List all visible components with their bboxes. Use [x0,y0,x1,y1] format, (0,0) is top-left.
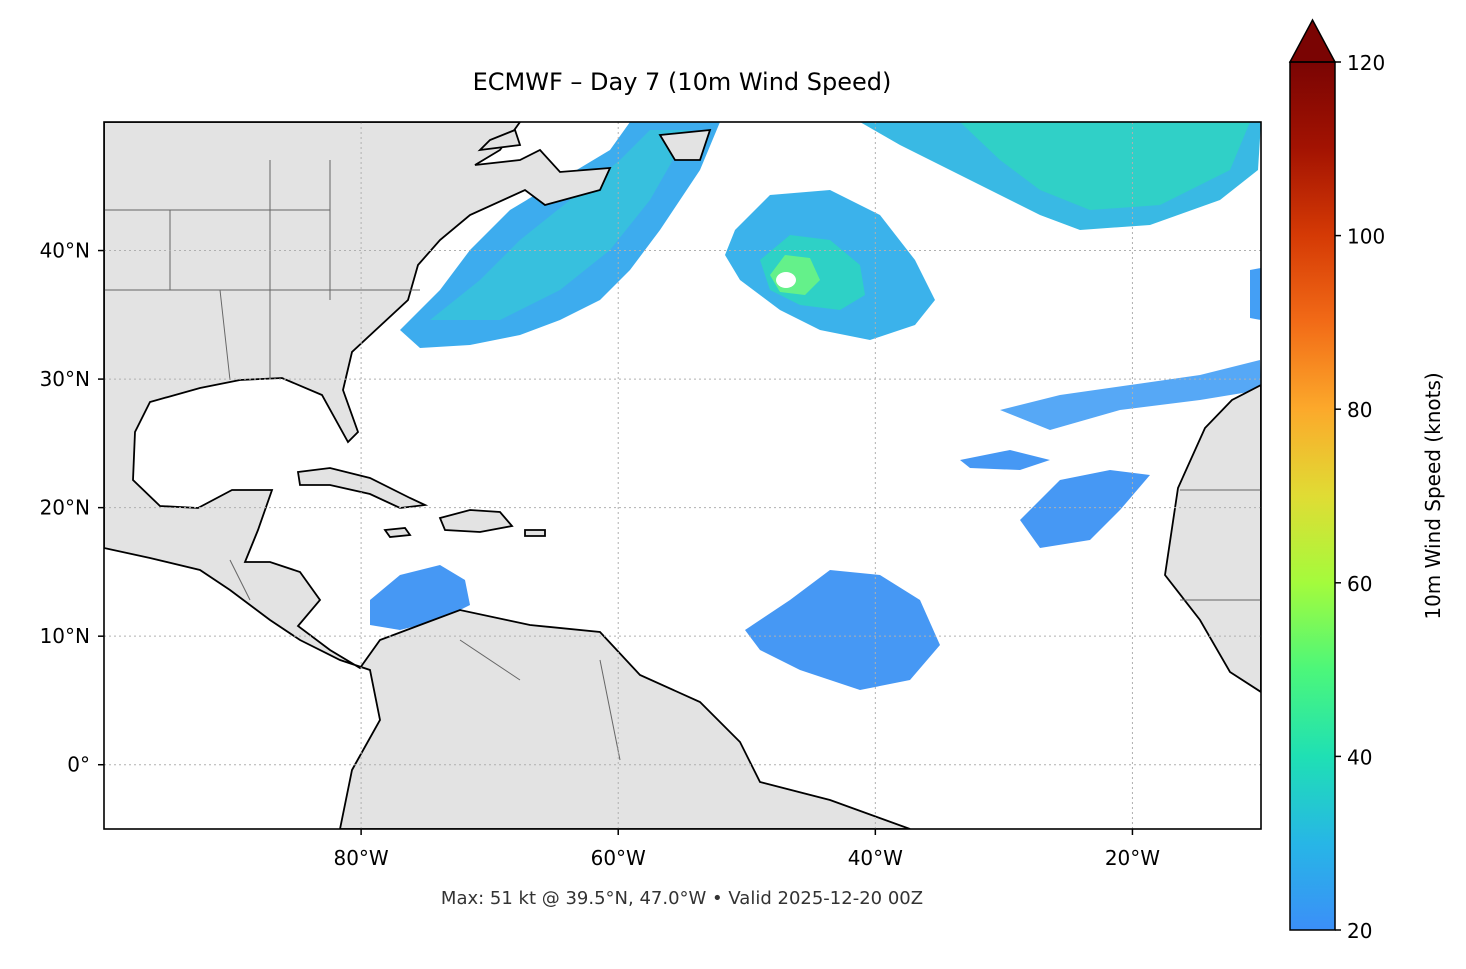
colorbar-tick-label: 40 [1347,745,1372,769]
map-area [104,122,1261,829]
x-tick-label: 60°W [591,846,646,870]
y-tick-label: 30°N [40,367,90,391]
colorbar-tick-label: 100 [1347,225,1385,249]
colorbar-label: 10m Wind Speed (knots) [1421,372,1445,619]
colorbar-tick-label: 80 [1347,398,1372,422]
y-tick-label: 0° [67,753,90,777]
wind-field [370,122,1261,690]
x-tick-label: 80°W [333,846,388,870]
map-frame [103,121,1262,830]
x-tick-label: 40°W [848,846,903,870]
colorbar-tick-label: 20 [1347,919,1372,943]
colorbar: 20 40 60 80 100 120 [1288,18,1385,943]
chart-title: ECMWF – Day 7 (10m Wind Speed) [473,68,892,96]
y-tick-label: 20°N [40,496,90,520]
footnote: Max: 51 kt @ 39.5°N, 47.0°W • Valid 2025… [441,888,923,909]
y-tick-label: 40°N [40,239,90,263]
axes: 80°W 60°W 40°W 20°W 0° 10°N 20°N 30°N 40°N [40,122,1261,870]
colorbar-tick-label: 60 [1347,572,1372,596]
x-tick-label: 20°W [1105,846,1160,870]
colorbar-tick-label: 120 [1347,51,1385,75]
y-tick-label: 10°N [40,624,90,648]
colorbar-frame [1289,61,1336,931]
colorbar-extend [1288,18,1337,63]
colorbar-gradient [1290,62,1335,930]
